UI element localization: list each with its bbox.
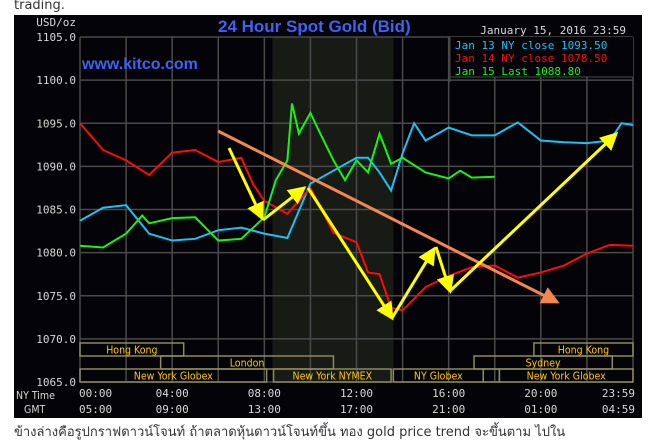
session-label: Hong Kong bbox=[558, 345, 609, 357]
chart-svg: 1105.0 1100.0 1095.0 1090.0 1085.0 1080.0 1075… bbox=[16, 16, 635, 416]
y-tick-label: 1100.0 bbox=[36, 74, 76, 87]
y-tick-label: 1080.0 bbox=[36, 247, 76, 260]
legend-entry-0: Jan 13 NY close 1093.50 bbox=[455, 39, 607, 52]
annotation-arrow bbox=[390, 246, 436, 319]
legend-entry-1: Jan 14 NY close 1078.50 bbox=[455, 52, 607, 65]
session-label: Sydney bbox=[526, 358, 561, 370]
x-tick-gmt: 13:00 bbox=[248, 403, 281, 416]
y-tick-label: 1105.0 bbox=[36, 31, 76, 44]
x-tick-gmt: 17:00 bbox=[340, 403, 373, 416]
annotation-arrow bbox=[306, 187, 394, 321]
y-tick-label: 1070.0 bbox=[36, 333, 76, 346]
x-tick-gmt: 21:00 bbox=[432, 403, 465, 416]
series-line-1 bbox=[79, 122, 634, 312]
annotation-arrow bbox=[434, 246, 455, 294]
chart-timestamp: January 15, 2016 23:59 bbox=[480, 24, 626, 37]
x-tick-ny: 08:00 bbox=[248, 387, 281, 400]
annotation-arrow bbox=[448, 131, 619, 293]
x-tick-ny: 23:59 bbox=[602, 387, 635, 400]
session-box bbox=[79, 368, 268, 383]
session-box bbox=[482, 368, 501, 383]
legend-background bbox=[450, 37, 633, 77]
x-tick-gmt: 04:59 bbox=[602, 403, 635, 416]
annotation-arrow bbox=[227, 147, 264, 221]
intro-text: trading. bbox=[14, 0, 65, 13]
session-label: NY Globex bbox=[414, 371, 463, 383]
x-axis-label-ny: NY Time bbox=[16, 390, 55, 402]
gold-price-chart: 1105.0 1100.0 1095.0 1090.0 1085.0 1080.0 1075… bbox=[14, 15, 642, 418]
x-tick-ny: 16:00 bbox=[432, 387, 465, 400]
x-tick-ny: 00:00 bbox=[79, 387, 112, 400]
x-tick-ny: 20:00 bbox=[524, 387, 557, 400]
x-tick-gmt: 05:00 bbox=[79, 403, 112, 416]
session-label: Hong Kong bbox=[106, 345, 157, 357]
y-tick-label: 1090.0 bbox=[36, 160, 76, 173]
trend-line-arrow bbox=[217, 129, 560, 304]
session-label: New York Globex bbox=[134, 371, 213, 383]
series-line-0 bbox=[79, 121, 634, 242]
y-tick-label: 1085.0 bbox=[36, 204, 76, 217]
legend-entry-2: Jan 15 Last 1088.80 bbox=[455, 65, 581, 78]
session-box bbox=[79, 342, 185, 357]
session-box bbox=[272, 368, 392, 383]
x-tick-gmt: 01:00 bbox=[524, 403, 557, 416]
chart-title: 24 Hour Spot Gold (Bid) bbox=[218, 17, 411, 36]
y-tick-label: 1065.0 bbox=[36, 376, 76, 389]
caption-text: ข้างล่างคือรูปกราฟดาวน์โจนท์ ถ้าตลาดหุ้น… bbox=[14, 425, 566, 440]
session-box bbox=[498, 368, 634, 383]
x-axis-label-gmt: GMT bbox=[24, 404, 45, 416]
watermark: www.kitco.com bbox=[81, 56, 198, 73]
series-line-2 bbox=[79, 103, 495, 249]
y-tick-label: 1095.0 bbox=[36, 117, 76, 130]
session-label: London bbox=[230, 358, 265, 370]
session-label: New York Globex bbox=[527, 371, 606, 383]
y-tick-label: 1075.0 bbox=[36, 290, 76, 303]
x-tick-ny: 12:00 bbox=[340, 387, 373, 400]
session-label: New York NYMEX bbox=[293, 371, 373, 383]
x-tick-ny: 04:00 bbox=[156, 387, 189, 400]
x-tick-gmt: 09:00 bbox=[156, 403, 189, 416]
annotation-arrow bbox=[262, 186, 307, 222]
y-axis-unit: USD/oz bbox=[36, 16, 76, 29]
